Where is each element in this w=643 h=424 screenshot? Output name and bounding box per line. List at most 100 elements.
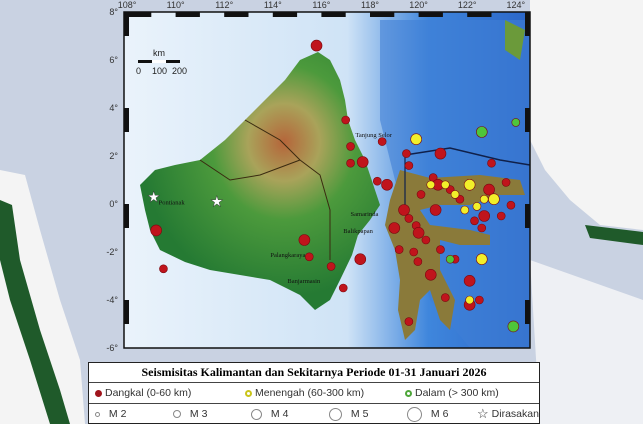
legend-m6: M 6 <box>407 406 477 422</box>
shallow-event <box>409 247 419 257</box>
shallow-event <box>377 137 387 146</box>
shallow-event <box>441 293 450 302</box>
shallow-event <box>487 158 496 168</box>
frame-tick <box>525 204 530 228</box>
frame-tick <box>175 12 200 17</box>
shallow-event <box>388 222 401 234</box>
shallow-event <box>478 210 491 222</box>
shallow-event <box>404 214 414 223</box>
frame-tick <box>525 12 530 36</box>
scale-bar: km 0 100 200 <box>136 48 187 76</box>
lon-tick-label: 114° <box>264 0 282 10</box>
lat-tick-label: -4° <box>106 295 118 305</box>
lon-tick-label: 108° <box>118 0 137 10</box>
intermediate-event <box>460 205 470 215</box>
scale-label: 0 <box>136 66 141 76</box>
city-label: Tanjung Selor <box>355 132 392 139</box>
shallow-event <box>346 158 355 168</box>
frame-tick <box>272 12 298 17</box>
legend-intermediate: Menengah (60-300 km) <box>245 387 405 399</box>
shallow-event <box>398 204 410 216</box>
legend-label: M 6 <box>430 408 449 420</box>
shallow-event <box>434 147 447 160</box>
scale-label: 100 <box>152 66 167 76</box>
lon-tick-label: 110° <box>167 0 185 10</box>
lat-tick-label: -6° <box>106 343 118 353</box>
frame-tick <box>418 12 443 17</box>
shallow-event <box>354 253 367 266</box>
shallow-event <box>304 252 314 262</box>
shallow-event <box>436 245 445 254</box>
city-label: Banjarmasin <box>287 278 321 285</box>
legend-deep: Dalam (> 300 km) <box>405 387 499 399</box>
lon-tick-label: 112° <box>215 0 233 10</box>
shallow-event <box>413 257 423 266</box>
frame-tick <box>124 108 129 132</box>
deep-event <box>507 320 520 333</box>
felt-star-icon: ★ <box>210 194 223 211</box>
lat-tick-label: 4° <box>109 103 118 113</box>
shallow-event <box>150 224 162 237</box>
intermediate-event <box>426 180 436 190</box>
city-label: Pontianak <box>159 200 186 207</box>
legend-depth-row: Dangkal (0-60 km) Menengah (60-300 km) D… <box>89 383 539 404</box>
intermediate-event <box>465 295 474 305</box>
intermediate-event <box>488 193 500 205</box>
legend-m4: M 4 <box>251 408 329 420</box>
map-frame <box>123 11 531 349</box>
shallow-event <box>412 227 425 239</box>
lon-tick-label: 124° <box>506 0 525 10</box>
borneo-land <box>140 52 380 310</box>
shallow-event <box>421 235 431 245</box>
intermediate-event <box>472 202 482 211</box>
legend-label: M 3 <box>189 408 208 420</box>
shallow-event <box>424 268 437 281</box>
intermediate-event <box>475 253 488 266</box>
legend-label: M 4 <box>270 408 289 420</box>
lon-tick-label: 120° <box>409 0 428 10</box>
shallow-event <box>496 211 506 221</box>
lat-tick-label: 8° <box>109 7 118 17</box>
intermediate-event <box>463 179 476 191</box>
frame-tick <box>370 12 395 17</box>
shallow-event <box>429 204 442 216</box>
legend-label: M 2 <box>108 408 127 420</box>
shallow-event <box>404 317 414 326</box>
city-label: Balikpapan <box>343 228 373 235</box>
frame-tick <box>525 300 530 324</box>
legend-label: Menengah (60-300 km) <box>255 387 365 399</box>
frame-tick <box>124 12 129 36</box>
shallow-event <box>402 149 411 158</box>
sulawesi-land <box>385 170 525 340</box>
frame-tick <box>224 12 249 17</box>
legend-label: Dirasakan <box>491 408 539 420</box>
lon-tick-label: 118° <box>361 0 379 10</box>
intermediate-event <box>410 133 422 145</box>
shallow-event <box>346 142 355 151</box>
shallow-event <box>326 262 336 271</box>
lon-tick-label: 122° <box>458 0 477 10</box>
city-label: Palangkaraya <box>270 252 305 259</box>
legend: Seismisitas Kalimantan dan Sekitarnya Pe… <box>88 362 540 424</box>
shallow-event <box>159 264 168 274</box>
shallow-event <box>463 274 476 287</box>
deep-event <box>511 118 521 127</box>
shallow-event <box>372 176 382 186</box>
lat-tick-label: -2° <box>106 247 118 257</box>
intermediate-event <box>479 194 489 204</box>
scale-unit: km <box>153 48 165 58</box>
legend-label: Dangkal (0-60 km) <box>105 387 192 399</box>
shallow-event <box>501 178 511 187</box>
city-label: Samarinda <box>351 211 379 218</box>
lat-tick-label: 0° <box>109 199 118 209</box>
shallow-event <box>381 179 393 191</box>
lat-tick-label: 2° <box>109 151 118 161</box>
legend-m5: M 5 <box>329 407 407 421</box>
intermediate-event <box>441 180 450 190</box>
frame-tick <box>124 204 129 228</box>
shallow-event <box>341 115 351 125</box>
legend-magnitude-row: M 2 M 3 M 4 M 5 M 6 ☆ Dirasakan <box>89 404 539 424</box>
deep-event <box>445 254 455 264</box>
